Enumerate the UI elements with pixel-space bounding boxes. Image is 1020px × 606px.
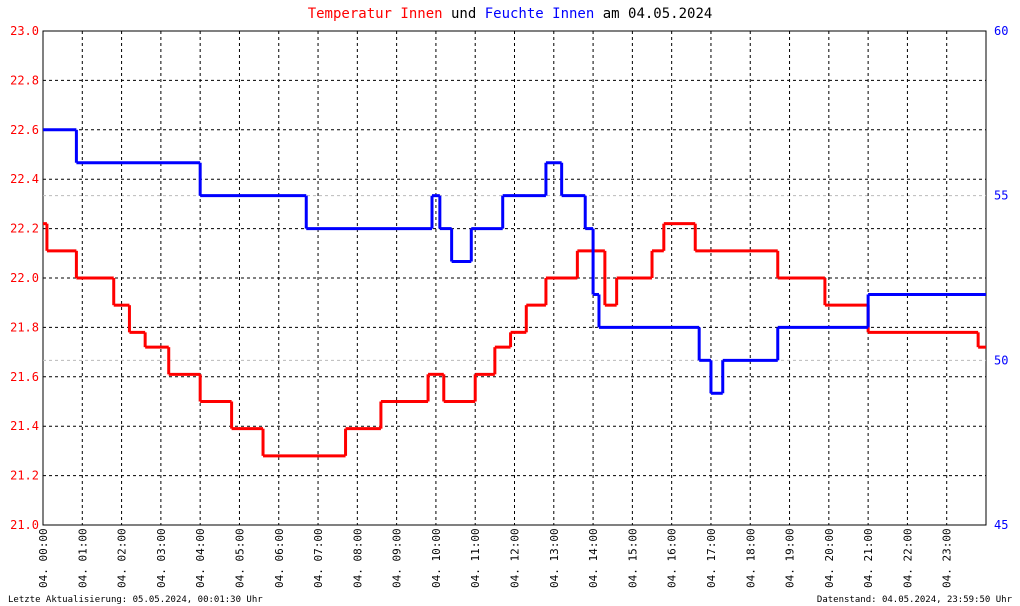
title-part: und <box>451 6 476 22</box>
x-tick-label: 04. 10:00 <box>430 528 443 588</box>
title-part: am 04.05.2024 <box>603 6 713 22</box>
chart-title: Temperatur Innen und Feuchte Innen am 04… <box>308 6 713 22</box>
x-tick-label: 04. 12:00 <box>509 528 522 588</box>
title-part: Temperatur Innen <box>308 6 443 22</box>
x-tick-label: 04. 13:00 <box>548 528 561 588</box>
x-tick-label: 04. 11:00 <box>469 528 482 588</box>
x-tick-label: 04. 03:00 <box>155 528 168 588</box>
series-line <box>43 128 986 395</box>
x-tick-label: 04. 05:00 <box>233 528 246 588</box>
x-tick-label: 04. 04:00 <box>194 528 207 588</box>
x-tick-label: 04. 16:00 <box>666 528 679 588</box>
footer-left: Letzte Aktualisierung: 05.05.2024, 00:01… <box>8 595 263 605</box>
y2-tick-label: 55 <box>994 189 1008 203</box>
y-tick-label: 21.0 <box>10 518 39 532</box>
x-tick-label: 04. 07:00 <box>312 528 325 588</box>
x-tick-label: 04. 14:00 <box>587 528 600 588</box>
y-tick-label: 22.8 <box>10 73 39 87</box>
y2-tick-label: 60 <box>994 24 1008 38</box>
x-tick-label: 04. 15:00 <box>626 528 639 588</box>
x-tick-label: 04. 18:00 <box>744 528 757 588</box>
x-tick-label: 04. 22:00 <box>901 528 914 588</box>
x-tick-label: 04. 19:00 <box>784 528 797 588</box>
y-tick-label: 22.4 <box>10 172 39 186</box>
x-tick-label: 04. 09:00 <box>391 528 404 588</box>
y-tick-label: 22.2 <box>10 222 39 236</box>
y-tick-label: 22.0 <box>10 271 39 285</box>
y-tick-label: 21.2 <box>10 469 39 483</box>
x-tick-label: 04. 17:00 <box>705 528 718 588</box>
y2-tick-label: 45 <box>994 518 1008 532</box>
x-tick-label: 04. 00:00 <box>37 528 50 588</box>
x-tick-label: 04. 23:00 <box>941 528 954 588</box>
x-tick-label: 04. 02:00 <box>116 528 129 588</box>
y-tick-label: 21.8 <box>10 320 39 334</box>
footer-right: Datenstand: 04.05.2024, 23:59:50 Uhr <box>817 595 1013 605</box>
x-tick-label: 04. 01:00 <box>76 528 89 588</box>
y-tick-label: 21.6 <box>10 370 39 384</box>
y2-tick-label: 50 <box>994 353 1008 367</box>
title-part: Feuchte Innen <box>485 6 595 22</box>
y-tick-label: 22.6 <box>10 123 39 137</box>
y-tick-label: 21.4 <box>10 419 39 433</box>
y-tick-label: 23.0 <box>10 24 39 38</box>
x-tick-label: 04. 21:00 <box>862 528 875 588</box>
x-tick-label: 04. 20:00 <box>823 528 836 588</box>
x-tick-label: 04. 08:00 <box>351 528 364 588</box>
x-tick-label: 04. 06:00 <box>273 528 286 588</box>
series-line <box>43 222 986 458</box>
